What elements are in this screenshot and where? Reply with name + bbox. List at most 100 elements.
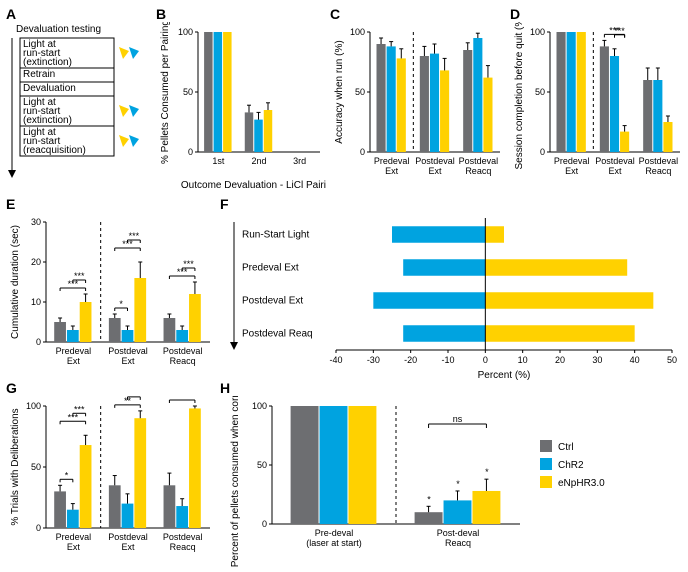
svg-text:***: *** — [129, 396, 140, 398]
svg-text:Predeval: Predeval — [56, 346, 92, 356]
bar-ctrl — [109, 485, 121, 528]
bar-chr2 — [653, 80, 662, 152]
bar-enphr — [485, 292, 653, 309]
svg-text:10: 10 — [518, 355, 528, 365]
svg-text:0: 0 — [483, 355, 488, 365]
bar-chr2 — [403, 325, 485, 342]
svg-text:20: 20 — [555, 355, 565, 365]
panel-B: 050100% Pellets Consumed per Pairing1st2… — [156, 22, 326, 192]
bar-chr2 — [610, 56, 619, 152]
svg-text:Ext: Ext — [385, 166, 399, 176]
svg-text:2nd: 2nd — [251, 156, 266, 166]
svg-text:Pre-deval: Pre-deval — [315, 528, 354, 538]
bar-enphr — [472, 491, 500, 524]
bar-enphr — [80, 302, 92, 342]
bar-enphr — [348, 406, 376, 524]
svg-text:***: *** — [129, 231, 140, 241]
panel-A-box-text: (reacquisition) — [23, 145, 86, 156]
panel-G-svg: 050100% Trials with DeliberationsPredeva… — [6, 396, 216, 568]
svg-text:100: 100 — [252, 401, 267, 411]
bar-chr2 — [473, 38, 482, 152]
y-axis-label: Percent of pellets consumed when correct… — [230, 396, 241, 567]
svg-text:0: 0 — [188, 147, 193, 157]
svg-text:0: 0 — [36, 523, 41, 533]
panel-label-G: G — [6, 380, 17, 396]
svg-text:ns: ns — [453, 414, 463, 424]
legend-svg: CtrlChR2eNpHR3.0 — [540, 440, 680, 510]
light-flash-icon — [119, 135, 129, 147]
svg-text:***: *** — [74, 271, 85, 281]
panel-F-row-label: Postdeval Reaq — [242, 329, 313, 340]
bar-enphr — [485, 259, 627, 276]
bar-ctrl — [557, 32, 566, 152]
svg-text:***: *** — [614, 26, 625, 36]
panel-A-box-text: (extinction) — [23, 57, 72, 68]
svg-text:Postdeval: Postdeval — [108, 532, 148, 542]
bar-chr2 — [444, 500, 472, 524]
bar-ctrl — [643, 80, 652, 152]
svg-text:40: 40 — [630, 355, 640, 365]
svg-text:*: * — [427, 494, 431, 504]
panel-D: 050100Session completion before quit (%)… — [510, 22, 686, 192]
figure: A B C D E F G H Devaluation testing Ligh… — [0, 0, 688, 572]
panel-E-svg: 0102030Cumulative duration (sec)Predeval… — [6, 212, 216, 382]
bar-enphr — [223, 32, 231, 152]
bar-chr2 — [567, 32, 576, 152]
bar-ctrl — [377, 44, 386, 152]
svg-text:-10: -10 — [441, 355, 454, 365]
legend-swatch — [540, 440, 552, 452]
svg-text:Postdeval: Postdeval — [415, 156, 455, 166]
svg-text:Postdeval: Postdeval — [163, 532, 203, 542]
bar-enphr — [134, 278, 146, 342]
y-axis-label: Accuracy when run (%) — [334, 40, 345, 143]
arrow-head — [8, 170, 16, 178]
bar-enphr — [80, 445, 92, 528]
panel-label-H: H — [220, 380, 230, 396]
panel-label-C: C — [330, 6, 340, 22]
bar-chr2 — [403, 259, 485, 276]
bar-ctrl — [291, 406, 319, 524]
svg-text:30: 30 — [31, 217, 41, 227]
svg-text:100: 100 — [530, 27, 545, 37]
svg-text:50: 50 — [183, 87, 193, 97]
x-axis-label: Percent (%) — [478, 370, 531, 381]
svg-text:Reacq: Reacq — [445, 538, 471, 548]
panel-F-row-label: Predeval Ext — [242, 263, 299, 274]
svg-text:100: 100 — [26, 401, 41, 411]
bar-chr2 — [392, 226, 485, 243]
svg-text:1st: 1st — [212, 156, 225, 166]
panel-label-A: A — [6, 6, 16, 22]
bar-chr2 — [214, 32, 222, 152]
bar-ctrl — [600, 46, 609, 152]
svg-text:(laser at start): (laser at start) — [306, 538, 362, 548]
panel-A-title: Devaluation testing — [16, 24, 101, 35]
svg-text:50: 50 — [667, 355, 677, 365]
y-axis-label: Session completion before quit (%) — [514, 22, 525, 170]
svg-text:10: 10 — [31, 297, 41, 307]
svg-text:Predeval: Predeval — [374, 156, 410, 166]
svg-text:Post-deval: Post-deval — [437, 528, 480, 538]
bar-chr2 — [320, 406, 348, 524]
panel-C-svg: 050100Accuracy when run (%)PredevalExtPo… — [330, 22, 506, 192]
svg-text:Predeval: Predeval — [554, 156, 590, 166]
svg-text:100: 100 — [350, 27, 365, 37]
panel-B-svg: 050100% Pellets Consumed per Pairing1st2… — [156, 22, 326, 192]
panel-A: Devaluation testing Light atrun-start(ex… — [6, 22, 150, 187]
svg-text:50: 50 — [257, 460, 267, 470]
y-axis-label: % Pellets Consumed per Pairing — [160, 22, 171, 164]
svg-text:Ext: Ext — [121, 542, 135, 552]
svg-text:30: 30 — [592, 355, 602, 365]
panel-label-E: E — [6, 196, 15, 212]
panel-label-B: B — [156, 6, 166, 22]
svg-text:Postdeval: Postdeval — [163, 346, 203, 356]
svg-text:0: 0 — [262, 519, 267, 529]
panel-H: 0 50 100 Percent of pellets consumed when c… — [226, 396, 526, 568]
panel-A-box-text: Devaluation — [23, 83, 76, 94]
svg-text:20: 20 — [31, 257, 41, 267]
svg-text:Ext: Ext — [67, 356, 81, 366]
panel-F-row-label: Run-Start Light — [242, 230, 309, 241]
bar-chr2 — [122, 504, 134, 528]
bar-enphr — [485, 226, 504, 243]
bar-ctrl — [54, 491, 66, 528]
svg-text:Reacq: Reacq — [170, 542, 196, 552]
